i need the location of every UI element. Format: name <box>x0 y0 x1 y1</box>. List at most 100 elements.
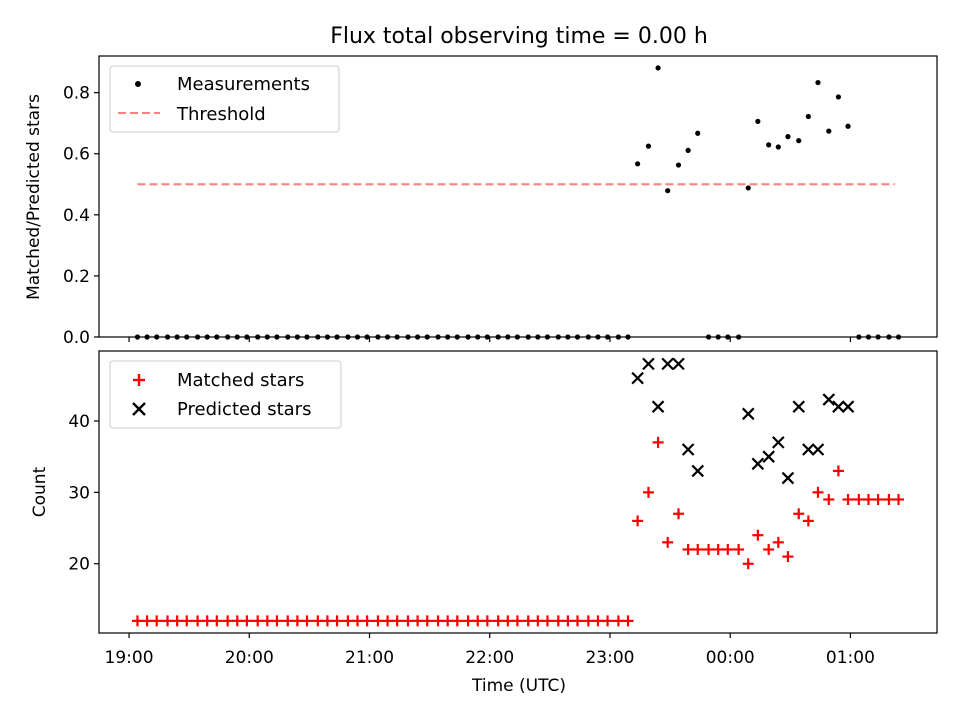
predicted-x-b <box>642 357 655 371</box>
matched-star-point <box>632 515 644 527</box>
matched-star-point <box>602 615 614 627</box>
matched-star-point <box>162 615 174 627</box>
x-tick-label: 20:00 <box>225 648 274 668</box>
matched-star-point <box>412 615 424 627</box>
predicted-x-b <box>772 436 785 449</box>
chart-title: Flux total observing time = 0.00 h <box>330 24 708 49</box>
measurement-point <box>815 79 821 86</box>
predicted-x-b <box>832 400 845 413</box>
measurement-point <box>745 185 751 191</box>
matched-star-point <box>662 536 674 548</box>
matched-star-point <box>802 515 814 527</box>
measurement-point <box>695 130 701 136</box>
matched-star-point <box>872 493 884 505</box>
top-panel: 0.00.20.40.60.8 Matched/Predicted stars … <box>24 55 938 348</box>
predicted-star-point <box>802 443 815 456</box>
matched-star-point <box>211 615 223 627</box>
predicted-x-b <box>811 443 825 456</box>
bottom-panel: 20 30 40 19:00 20:00 21:00 22:00 23:00 00:00 01:… <box>30 350 938 696</box>
predicted-star-point <box>751 457 765 471</box>
matched-star-point <box>622 615 634 627</box>
bottom-y-tick-label: 20 <box>68 555 90 575</box>
legend-predicted-label: Predicted stars <box>177 399 311 420</box>
matched-star-point <box>562 615 574 627</box>
measurement-point <box>635 161 641 167</box>
matched-stars-series <box>131 436 905 627</box>
measurement-point <box>845 123 851 129</box>
matched-star-point <box>361 615 373 627</box>
top-legend: Measurements Threshold <box>109 65 340 133</box>
matched-star-point <box>722 543 734 555</box>
matched-star-point <box>592 615 604 627</box>
matched-star-point <box>652 436 664 448</box>
matched-star-point <box>291 615 303 627</box>
matched-star-point <box>612 615 624 627</box>
x-tick-label: 19:00 <box>105 648 154 668</box>
measurement-point <box>645 143 652 149</box>
predicted-x-b <box>822 393 836 406</box>
predicted-x-b <box>841 400 855 413</box>
matched-star-point <box>252 615 264 627</box>
matched-star-point <box>541 615 553 627</box>
matched-star-point <box>382 615 394 627</box>
measurement-point <box>766 142 772 148</box>
predicted-x-b <box>681 443 695 456</box>
predicted-star-point <box>811 443 825 456</box>
measurement-point <box>796 138 802 144</box>
top-y-tick-label: 0.2 <box>63 267 90 287</box>
bottom-legend-box <box>109 360 342 429</box>
matched-star-point <box>793 508 805 520</box>
legend-predicted-marker <box>132 402 146 416</box>
matched-star-point <box>451 615 463 627</box>
x-tick-label: 00:00 <box>706 648 755 668</box>
measurement-point <box>835 94 842 100</box>
predicted-star-point <box>661 357 674 371</box>
bottom-y-tick-label: 30 <box>68 483 90 503</box>
x-tick-label: 23:00 <box>585 648 634 668</box>
top-y-axis: 0.0 0.2 0.4 0.6 0.8 <box>63 84 99 348</box>
matched-star-point <box>301 615 313 627</box>
matched-star-point <box>181 615 193 627</box>
measurement-point <box>785 134 791 140</box>
matched-star-point <box>282 615 294 627</box>
matched-star-point <box>372 615 384 627</box>
predicted-stars-series <box>631 357 855 485</box>
matched-star-point <box>192 615 204 627</box>
matched-star-point <box>522 615 534 627</box>
top-legend-box <box>109 65 340 133</box>
x-axis-label: Time (UTC) <box>471 676 566 696</box>
legend-matched-label: Matched stars <box>177 370 304 391</box>
predicted-star-point <box>762 450 775 463</box>
legend-measurements-label: Measurements <box>177 74 310 95</box>
matched-star-point <box>421 615 433 627</box>
matched-star-point <box>842 493 854 505</box>
predicted-x-b <box>802 443 815 456</box>
matched-star-point <box>151 615 163 627</box>
matched-star-point <box>883 493 895 505</box>
matched-star-point <box>331 615 343 627</box>
matched-star-point <box>351 615 363 627</box>
predicted-star-point <box>631 371 644 385</box>
predicted-star-point <box>691 464 705 478</box>
top-x-ticks <box>128 337 852 342</box>
matched-star-point <box>752 529 764 541</box>
top-y-tick-label: 0.8 <box>63 84 90 104</box>
matched-star-point <box>231 615 243 627</box>
matched-star-point <box>682 543 694 555</box>
matched-star-point <box>502 615 514 627</box>
predicted-x-b <box>661 357 674 371</box>
matched-star-point <box>812 486 824 498</box>
matched-star-point <box>432 615 444 627</box>
measurement-point <box>665 188 671 194</box>
matched-star-point <box>772 536 784 548</box>
measurement-point <box>775 144 781 150</box>
matched-star-point <box>763 543 775 555</box>
measurement-point <box>805 113 811 120</box>
predicted-x-b <box>781 471 795 485</box>
matched-star-point <box>131 615 143 627</box>
bottom-y-axis: 20 30 40 <box>68 412 99 575</box>
matched-star-point <box>271 615 283 627</box>
predicted-star-point <box>832 400 845 413</box>
matched-star-point <box>201 615 213 627</box>
